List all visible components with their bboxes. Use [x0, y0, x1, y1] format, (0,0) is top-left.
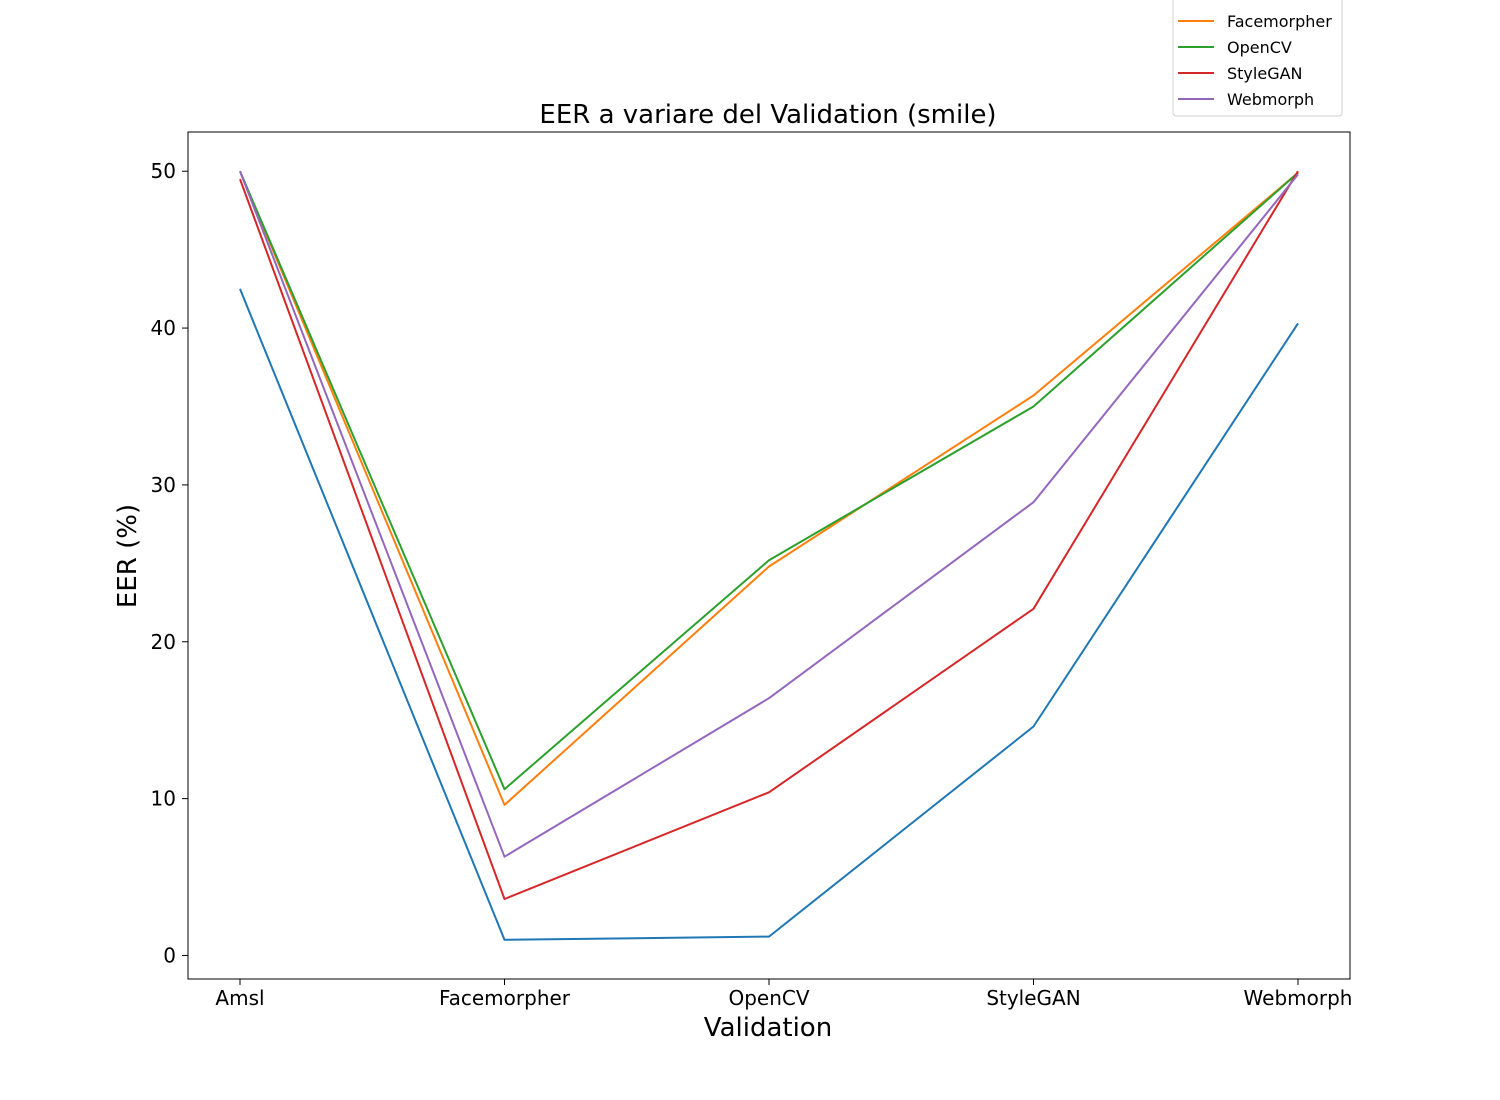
- legend-label: Facemorpher: [1227, 12, 1332, 31]
- series-line-unlabeled-0: [239, 288, 1299, 941]
- legend-label: OpenCV: [1227, 38, 1292, 57]
- y-tick-label: 40: [151, 316, 176, 340]
- legend-label: StyleGAN: [1227, 64, 1303, 83]
- x-axis-title: Validation: [704, 1013, 832, 1043]
- x-tick-label: OpenCV: [728, 986, 809, 1010]
- y-tick-label: 50: [151, 159, 176, 183]
- x-tick-label: Webmorph: [1244, 986, 1353, 1010]
- series-line-stylegan: [239, 170, 1299, 900]
- legend: Facemorpher OpenCV StyleGAN Webmorph: [1172, 0, 1343, 117]
- y-axis-title: EER (%): [113, 504, 143, 608]
- legend-label: Webmorph: [1227, 90, 1314, 109]
- y-axis: 0 10 20 30 40 50: [151, 159, 188, 967]
- series-line-opencv: [239, 170, 1299, 791]
- legend-box: [1172, 0, 1343, 117]
- x-tick-label: StyleGAN: [986, 986, 1080, 1010]
- y-tick-label: 10: [151, 787, 176, 811]
- y-tick-label: 0: [163, 943, 176, 967]
- series-layer: [239, 170, 1299, 941]
- plot-area: [187, 131, 1351, 980]
- series-line-facemorpher: [239, 170, 1299, 806]
- x-axis: Amsl Facemorpher OpenCV StyleGAN Webmorph: [215, 979, 1352, 1010]
- series-line-webmorph: [239, 170, 1299, 858]
- x-tick-label: Facemorpher: [439, 986, 571, 1010]
- chart-title: EER a variare del Validation (smile): [539, 100, 996, 130]
- x-tick-label: Amsl: [215, 986, 264, 1010]
- y-tick-label: 20: [151, 630, 176, 654]
- y-tick-label: 30: [151, 473, 176, 497]
